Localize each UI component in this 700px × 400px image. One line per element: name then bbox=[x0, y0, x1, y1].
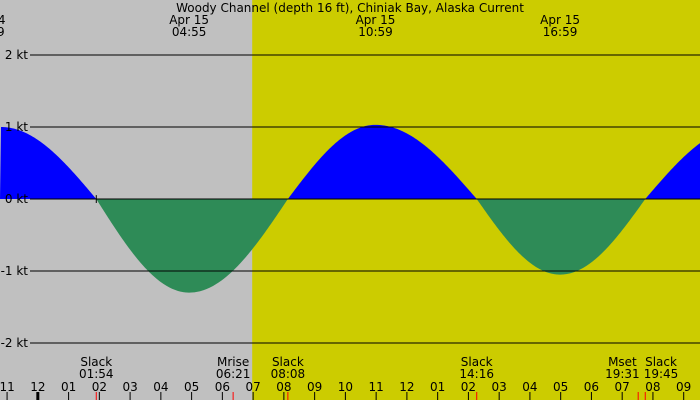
hour-tick-label: 12 bbox=[399, 380, 414, 394]
y-tick-label: -2 kt bbox=[1, 336, 29, 350]
peak-date: Apr 15 bbox=[169, 13, 209, 27]
hour-tick-label: 12 bbox=[30, 380, 45, 394]
hour-tick-label: 04 bbox=[153, 380, 168, 394]
hour-tick-label: 05 bbox=[184, 380, 199, 394]
slack-marker: + bbox=[91, 192, 101, 206]
event-label: Slack bbox=[645, 355, 677, 369]
event-time: 14:16 bbox=[459, 367, 494, 381]
peak-time: 16:59 bbox=[543, 25, 578, 39]
event-label: Mset bbox=[608, 355, 637, 369]
hour-tick-label: 02 bbox=[461, 380, 476, 394]
event-time: 08:08 bbox=[271, 367, 306, 381]
y-tick-label: 1 kt bbox=[5, 120, 28, 134]
event-label: Slack bbox=[272, 355, 304, 369]
flood-area bbox=[0, 124, 700, 199]
peak-date: Apr 15 bbox=[540, 13, 580, 27]
hour-tick-label: 03 bbox=[492, 380, 507, 394]
hour-tick-label: 11 bbox=[369, 380, 384, 394]
hour-tick-label: 09 bbox=[307, 380, 322, 394]
peak-time: 10:59 bbox=[358, 25, 393, 39]
event-time: 19:31 bbox=[605, 367, 640, 381]
cut-label: 9 bbox=[0, 25, 5, 39]
event-label: Slack bbox=[461, 355, 493, 369]
event-label: Mrise bbox=[217, 355, 249, 369]
peak-time: 04:55 bbox=[172, 25, 207, 39]
hour-tick-label: 01 bbox=[61, 380, 76, 394]
hour-tick-label: 07 bbox=[615, 380, 630, 394]
hour-tick-label: 01 bbox=[430, 380, 445, 394]
hour-tick-label: 08 bbox=[645, 380, 660, 394]
hour-tick-label: 11 bbox=[0, 380, 15, 394]
hour-tick-label: 09 bbox=[676, 380, 691, 394]
ebb-area bbox=[0, 199, 700, 293]
event-label: Slack bbox=[80, 355, 112, 369]
peak-date: Apr 15 bbox=[356, 13, 396, 27]
hour-tick-label: 08 bbox=[276, 380, 291, 394]
hour-tick-label: 02 bbox=[92, 380, 107, 394]
chart-title: Woody Channel (depth 16 ft), Chiniak Bay… bbox=[176, 1, 524, 15]
event-time: 01:54 bbox=[79, 367, 114, 381]
hour-tick-label: 06 bbox=[215, 380, 230, 394]
hour-tick-label: 07 bbox=[245, 380, 260, 394]
event-time: 19:45 bbox=[644, 367, 679, 381]
hour-tick-label: 05 bbox=[553, 380, 568, 394]
hour-tick-label: 10 bbox=[338, 380, 353, 394]
y-tick-label: -1 kt bbox=[1, 264, 29, 278]
hour-tick-label: 04 bbox=[522, 380, 537, 394]
hour-tick-label: 06 bbox=[584, 380, 599, 394]
y-tick-label: 0 kt bbox=[5, 192, 28, 206]
y-tick-label: 2 kt bbox=[5, 48, 28, 62]
event-time: 06:21 bbox=[216, 367, 251, 381]
hour-tick-label: 03 bbox=[122, 380, 137, 394]
cut-label: .4 bbox=[0, 13, 5, 27]
